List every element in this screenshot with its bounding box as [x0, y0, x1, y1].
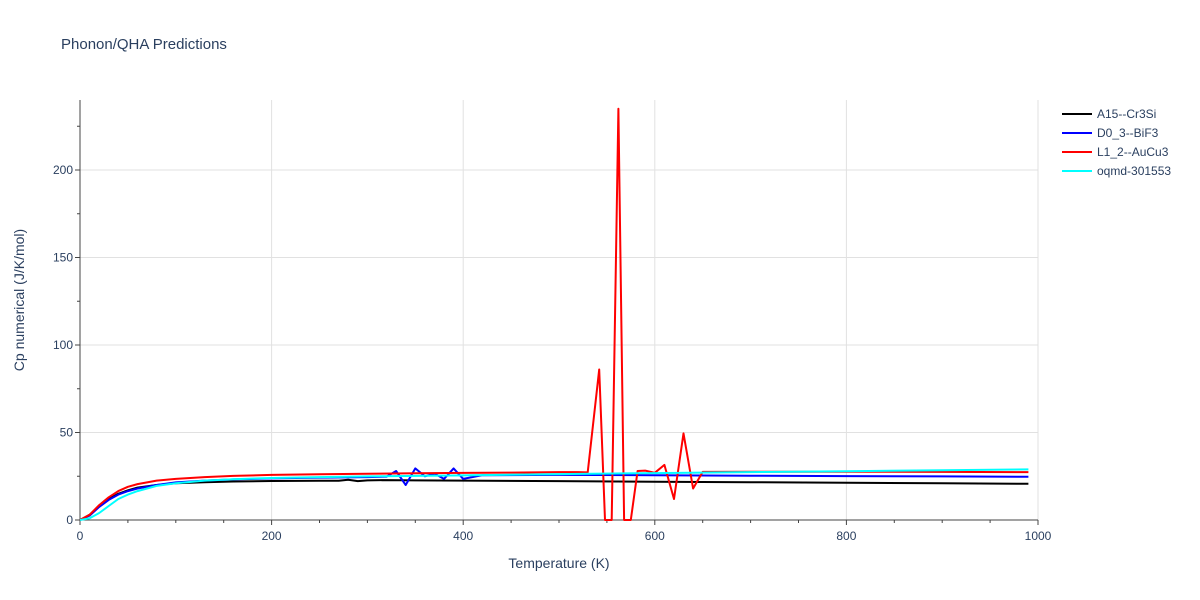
- grid-layer: [80, 100, 1039, 520]
- legend-label: oqmd-301553: [1097, 164, 1171, 178]
- y-tick-label: 100: [53, 338, 73, 352]
- y-tick-label: 150: [53, 251, 73, 265]
- x-tick-label: 400: [453, 529, 473, 543]
- series-line-a15-cr3si: [80, 478, 1029, 521]
- x-tick-label: 0: [77, 529, 84, 543]
- legend[interactable]: A15--Cr3Si D0_3--BiF3 L1_2--AuCu3 oqmd-3015…: [1062, 107, 1171, 178]
- y-tick-label: 0: [66, 513, 73, 527]
- x-tick-label: 1000: [1025, 529, 1052, 543]
- x-axis-title: Temperature (K): [508, 555, 609, 571]
- axis-layer: 0 200 400 600 800 1000 0 50 100 150 200 Temperature…: [11, 100, 1052, 571]
- legend-label: L1_2--AuCu3: [1097, 145, 1169, 159]
- y-tick-label: 50: [60, 426, 74, 440]
- series-line-oqmd-301553: [80, 468, 1029, 521]
- legend-label: D0_3--BiF3: [1097, 126, 1159, 140]
- legend-item-l1-2-aucu3[interactable]: L1_2--AuCu3: [1062, 145, 1169, 159]
- series-layer: [80, 107, 1029, 521]
- y-axis-title: Cp numerical (J/K/mol): [11, 229, 27, 371]
- x-tick-label: 200: [262, 529, 282, 543]
- legend-item-a15-cr3si[interactable]: A15--Cr3Si: [1062, 107, 1156, 121]
- legend-label: A15--Cr3Si: [1097, 107, 1156, 121]
- chart-title: Phonon/QHA Predictions: [61, 36, 227, 53]
- y-tick-label: 200: [53, 163, 73, 177]
- legend-item-oqmd-301553[interactable]: oqmd-301553: [1062, 164, 1171, 178]
- x-tick-label: 600: [645, 529, 665, 543]
- x-tick-label: 800: [836, 529, 856, 543]
- series-line-l1-2-aucu3: [80, 107, 1029, 521]
- legend-item-d0-3-bif3[interactable]: D0_3--BiF3: [1062, 126, 1159, 140]
